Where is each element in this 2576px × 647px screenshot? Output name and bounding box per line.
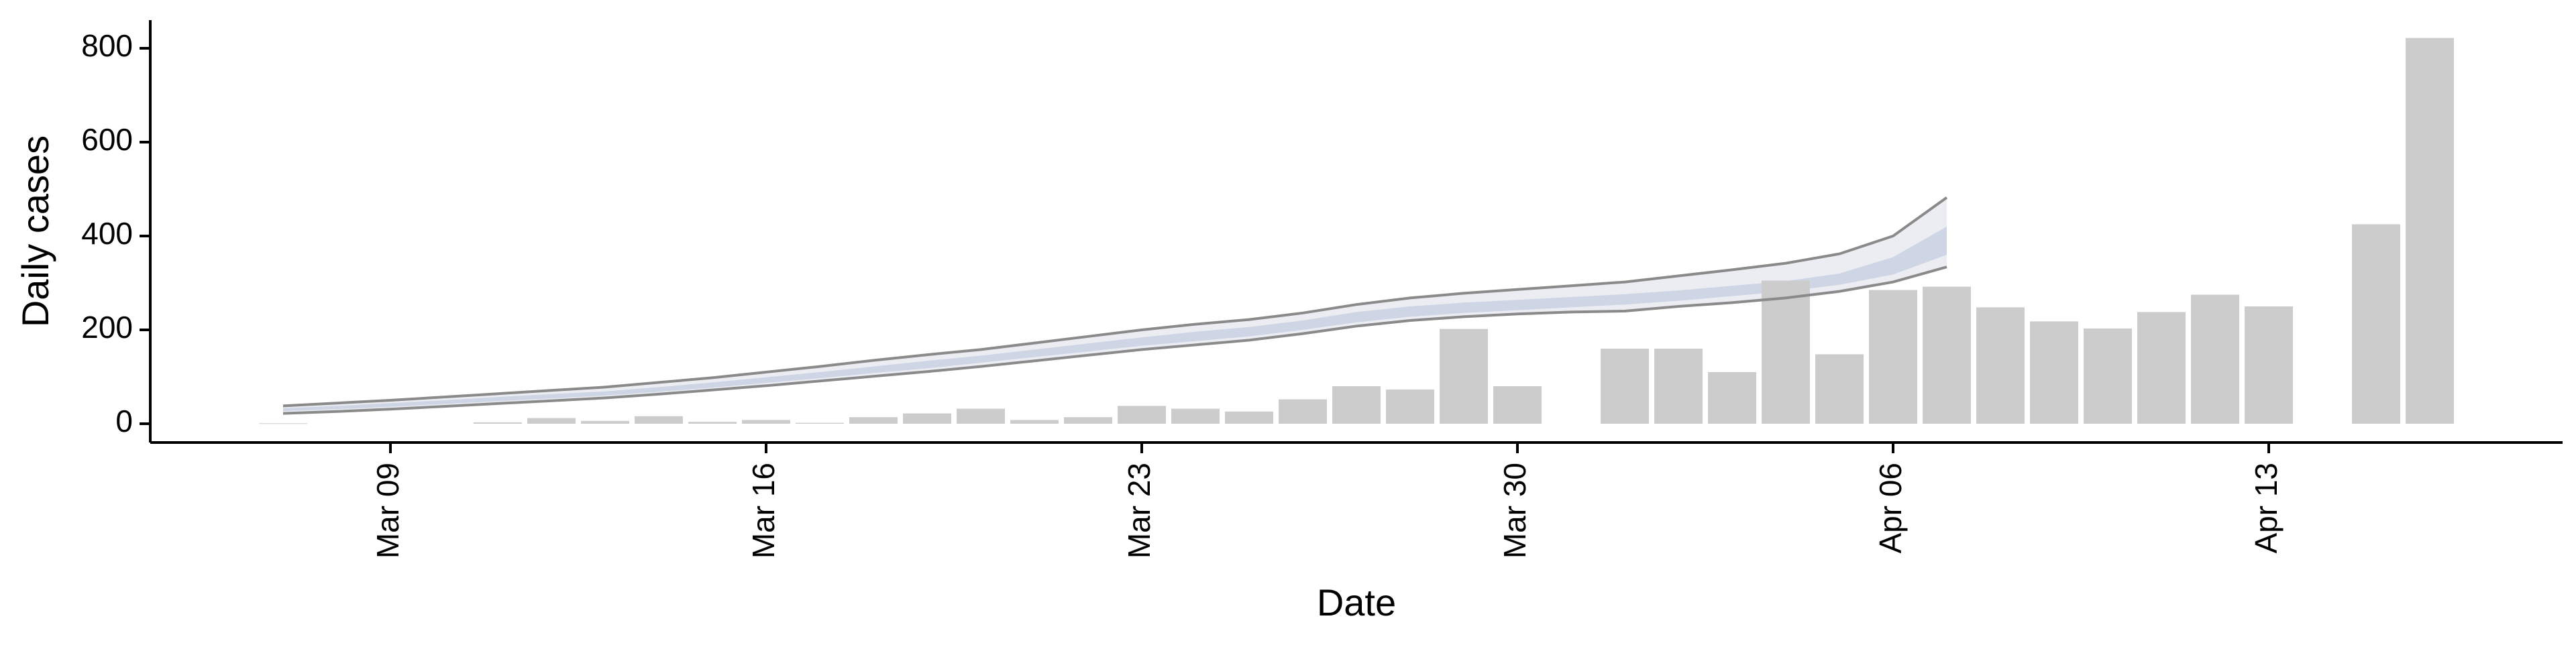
line-lower-90	[282, 266, 1947, 415]
x-tick-label-2020-03-16: Mar 16	[746, 463, 781, 558]
x-tick-label-2020-03-09: Mar 09	[370, 463, 405, 558]
y-tick-label-0: 0	[115, 404, 133, 438]
y-tick-label-200: 200	[81, 310, 133, 345]
bar-2020-04-03	[1708, 372, 1756, 424]
bar-2020-04-09	[2030, 321, 2078, 424]
bar-2020-04-11	[2137, 312, 2186, 424]
y-tick-label-400: 400	[81, 216, 133, 251]
bar-2020-03-30	[1493, 386, 1542, 424]
bar-2020-04-13	[2245, 306, 2293, 424]
bar-2020-03-20	[957, 408, 1005, 424]
bar-2020-04-16	[2406, 38, 2454, 424]
x-axis-ticks: Mar 09 Mar 16 Mar 23 Mar 30 Apr 06 Apr 13	[370, 443, 2284, 558]
bar-2020-04-07	[1923, 286, 1971, 424]
nowcast-bands	[283, 197, 1947, 414]
bar-2020-03-16	[742, 420, 790, 424]
bar-2020-03-25	[1225, 411, 1273, 424]
x-axis-title: Date	[1317, 581, 1396, 624]
bar-2020-03-29	[1440, 329, 1488, 424]
y-axis-title: Daily cases	[14, 135, 56, 327]
bar-2020-03-07	[259, 423, 307, 424]
x-tick-label-2020-03-30: Mar 30	[1497, 463, 1532, 558]
bar-2020-04-01	[1601, 349, 1649, 424]
y-axis-ticks: 0 200 400 600 800	[81, 28, 150, 438]
bar-2020-03-12	[527, 418, 576, 424]
bar-2020-03-28	[1386, 389, 1434, 424]
bar-2020-04-10	[2084, 328, 2132, 424]
bar-2020-04-15	[2352, 224, 2400, 424]
bar-2020-03-23	[1118, 406, 1166, 424]
bar-2020-03-26	[1279, 399, 1327, 424]
bar-2020-03-18	[849, 417, 898, 424]
bar-2020-04-06	[1869, 290, 1917, 424]
axes	[149, 20, 2563, 444]
bar-2020-03-17	[796, 422, 844, 424]
bar-2020-03-11	[474, 422, 522, 424]
band-90	[283, 197, 1947, 414]
y-tick-label-800: 800	[81, 28, 133, 63]
x-tick-label-2020-04-13: Apr 13	[2249, 463, 2284, 554]
bar-2020-03-19	[903, 413, 951, 424]
y-tick-label-600: 600	[81, 122, 133, 157]
line-upper-90	[282, 196, 1948, 408]
bar-2020-03-27	[1332, 386, 1381, 424]
bar-2020-03-24	[1171, 408, 1220, 424]
x-tick-label-2020-03-23: Mar 23	[1122, 463, 1157, 558]
bar-2020-04-12	[2191, 294, 2239, 424]
bar-2020-04-08	[1976, 307, 2025, 424]
bar-2020-03-21	[1010, 420, 1059, 424]
bar-2020-03-15	[688, 422, 737, 424]
nowcast-lines	[282, 196, 1948, 415]
bar-2020-04-05	[1815, 354, 1864, 424]
case-bars	[259, 38, 2454, 424]
bar-2020-04-04	[1762, 280, 1810, 424]
bar-2020-04-02	[1654, 349, 1703, 424]
bar-2020-03-13	[581, 420, 629, 424]
bar-2020-03-14	[635, 416, 683, 424]
bar-2020-03-22	[1064, 417, 1112, 424]
x-tick-label-2020-04-06: Apr 06	[1873, 463, 1908, 554]
